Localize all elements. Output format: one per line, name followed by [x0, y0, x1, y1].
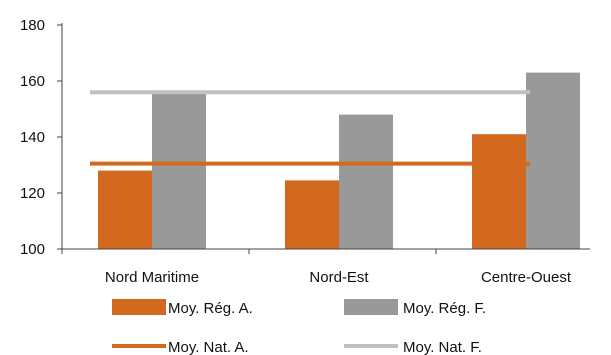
bar-moy-reg-a: [472, 134, 526, 249]
legend-label: Moy. Nat. A.: [168, 339, 249, 355]
bar-moy-reg-f: [339, 114, 393, 249]
legend-label: Moy. Nat. F.: [403, 339, 482, 355]
legend-swatch-moy-reg-f: [344, 299, 398, 315]
bar-moy-reg-f: [526, 72, 580, 249]
y-tick-label: 160: [20, 73, 45, 90]
legend-label: Moy. Rég. A.: [168, 300, 253, 317]
category-label: Nord Maritime: [105, 269, 199, 286]
bar-moy-reg-f: [152, 92, 206, 249]
bar-moy-reg-a: [285, 180, 339, 249]
category-label: Centre-Ouest: [481, 269, 572, 286]
y-tick-label: 100: [20, 241, 45, 258]
legend: Moy. Rég. A. Moy. Rég. F. Moy. Nat. A. Moy.…: [112, 299, 486, 355]
legend-label: Moy. Rég. F.: [403, 300, 486, 317]
bar-moy-reg-a: [98, 170, 152, 249]
legend-swatch-moy-reg-a: [112, 299, 166, 315]
plot-area: 100 120 140 160 180 Nord Maritime Nord-Est Cent…: [20, 17, 590, 286]
category-label: Nord-Est: [309, 269, 369, 286]
y-tick-label: 140: [20, 129, 45, 146]
y-tick-label: 180: [20, 17, 45, 34]
y-tick-label: 120: [20, 185, 45, 202]
